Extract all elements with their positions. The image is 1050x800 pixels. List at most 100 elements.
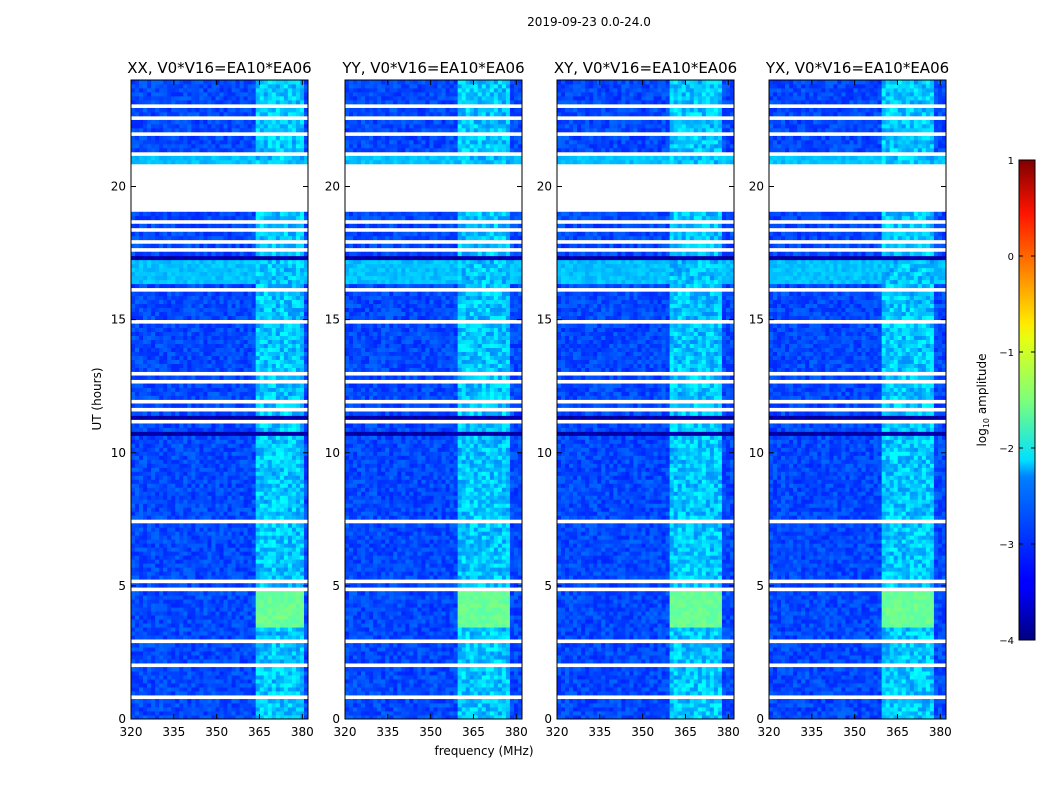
heatmap-cell <box>299 539 305 544</box>
heatmap-cell <box>267 627 273 632</box>
heatmap-cell <box>247 503 253 508</box>
heatmap-cell <box>279 619 285 624</box>
heatmap-cell <box>247 307 253 313</box>
heatmap-cell <box>287 671 293 676</box>
heatmap-cell <box>207 291 212 297</box>
heatmap-cell <box>195 235 200 241</box>
heatmap-cell <box>283 599 289 604</box>
heatmap-cell <box>179 507 184 512</box>
heatmap-cell <box>191 339 196 344</box>
heatmap-cell <box>195 679 200 684</box>
heatmap-cell <box>171 147 176 153</box>
heatmap-cell <box>207 611 212 616</box>
heatmap-cell <box>183 251 188 257</box>
heatmap-cell <box>283 411 289 416</box>
heatmap-cell <box>203 715 208 720</box>
heatmap-cell <box>239 475 245 480</box>
heatmap-cell <box>223 603 228 608</box>
heatmap-cell <box>195 447 200 452</box>
heatmap-cell <box>239 447 245 452</box>
heatmap-cell <box>295 159 301 165</box>
heatmap-cell <box>263 343 269 348</box>
heatmap-cell <box>151 307 156 313</box>
heatmap-cell <box>131 487 136 492</box>
heatmap-cell <box>199 475 204 480</box>
heatmap-cell <box>291 583 297 588</box>
heatmap-cell <box>283 327 289 332</box>
heatmap-cell <box>267 423 273 428</box>
heatmap-cell <box>203 667 208 672</box>
heatmap-cell <box>179 271 184 277</box>
heatmap-cell <box>219 339 224 344</box>
heatmap-cell <box>255 599 261 604</box>
heatmap-cell <box>131 707 136 712</box>
heatmap-cell <box>179 527 184 532</box>
heatmap-cell <box>287 347 293 352</box>
heatmap-cell <box>187 687 192 692</box>
heatmap-cell <box>183 527 188 532</box>
heatmap-cell <box>271 159 277 165</box>
heatmap-cell <box>303 431 309 436</box>
heatmap-cell <box>299 147 305 153</box>
heatmap-cell <box>271 487 277 492</box>
heatmap-cell <box>291 447 297 452</box>
heatmap-cell <box>227 303 232 309</box>
heatmap-cell <box>303 563 309 568</box>
heatmap-cell <box>147 559 152 564</box>
heatmap-cell <box>135 443 140 448</box>
heatmap-cell <box>195 583 200 588</box>
heatmap-cell <box>271 703 277 708</box>
heatmap-cell <box>227 443 232 448</box>
heatmap-cell <box>203 467 208 472</box>
heatmap-cell <box>227 627 232 632</box>
heatmap-cell <box>135 547 140 552</box>
heatmap-cell <box>299 347 305 352</box>
heatmap-cell <box>207 487 212 492</box>
heatmap-cell <box>255 231 261 237</box>
heatmap-cell <box>219 563 224 568</box>
heatmap-cell <box>259 615 265 620</box>
heatmap-cell <box>255 475 261 480</box>
heatmap-cell <box>151 567 156 572</box>
heatmap-cell <box>187 335 192 340</box>
heatmap-cell <box>131 363 136 368</box>
heatmap-cell <box>175 559 180 564</box>
heatmap-cell <box>223 707 228 712</box>
heatmap-cell <box>239 539 245 544</box>
heatmap-cell <box>159 703 164 708</box>
heatmap-cell <box>191 395 196 400</box>
heatmap-cell <box>187 591 192 596</box>
heatmap-cell <box>255 463 261 468</box>
heatmap-cell <box>263 667 269 672</box>
heatmap-cell <box>171 387 176 392</box>
heatmap-cell <box>295 259 301 265</box>
heatmap-cell <box>195 339 200 344</box>
heatmap-cell <box>287 603 293 608</box>
heatmap-cell <box>195 571 200 576</box>
heatmap-cell <box>179 403 184 408</box>
heatmap-cell <box>199 699 204 704</box>
heatmap-cell <box>191 255 196 261</box>
heatmap-cell <box>191 491 196 496</box>
heatmap-cell <box>139 367 144 372</box>
heatmap-cell <box>247 155 253 161</box>
heatmap-cell <box>299 451 305 456</box>
heatmap-cell <box>243 299 249 305</box>
heatmap-cell <box>171 511 176 516</box>
heatmap-cell <box>195 683 200 688</box>
heatmap-cell <box>231 363 236 368</box>
heatmap-cell <box>151 411 156 416</box>
heatmap-cell <box>275 315 281 321</box>
heatmap-cell <box>223 535 228 540</box>
heatmap-cell <box>227 159 232 165</box>
heatmap-cell <box>163 643 168 648</box>
heatmap-cell <box>187 655 192 660</box>
heatmap-cell <box>167 507 172 512</box>
heatmap-cell <box>207 607 212 612</box>
heatmap-cell <box>131 655 136 660</box>
heatmap-cell <box>259 631 265 636</box>
heatmap-cell <box>223 251 228 257</box>
heatmap-cell <box>211 627 216 632</box>
heatmap-cell <box>131 607 136 612</box>
heatmap-cell <box>239 635 245 640</box>
